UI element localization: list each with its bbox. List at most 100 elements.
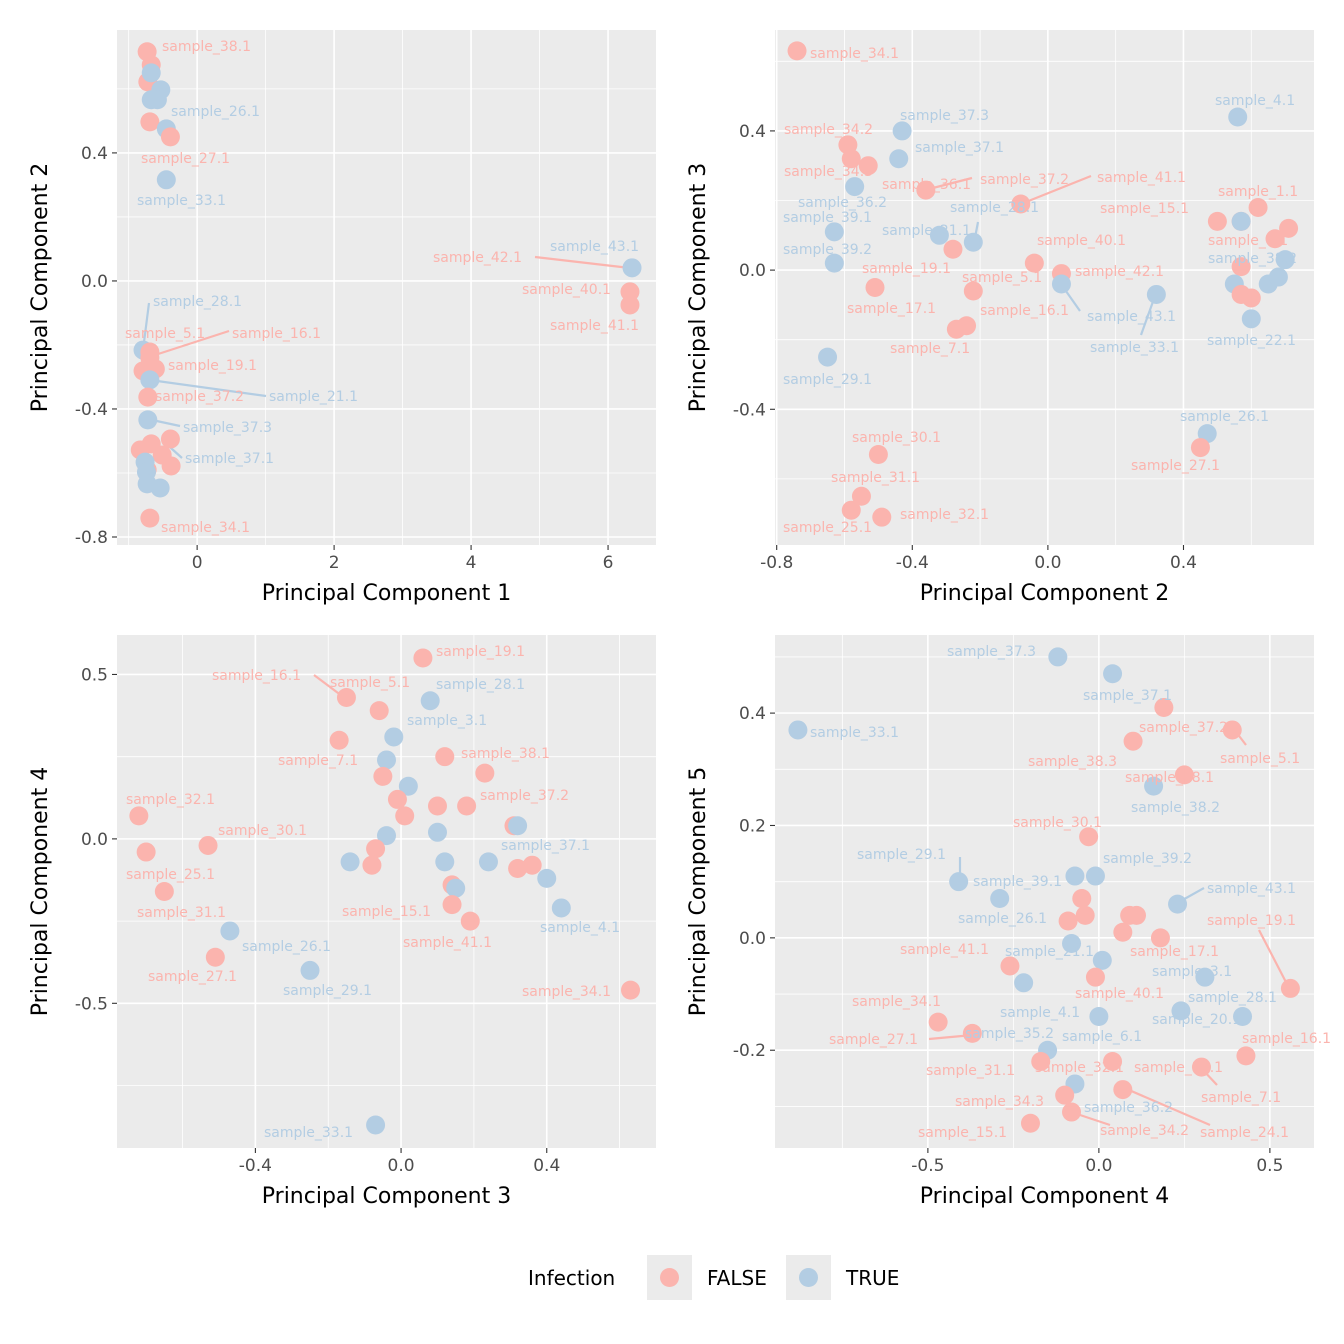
- data-point-false: [1279, 218, 1299, 238]
- point-label: sample_40.1: [1037, 233, 1126, 249]
- data-point-true: [1051, 274, 1071, 294]
- point-label: sample_37.3: [900, 108, 989, 124]
- data-point-true: [300, 960, 320, 980]
- point-label: sample_42.1: [433, 250, 522, 266]
- data-point-true: [1171, 1001, 1191, 1021]
- data-point-true: [1231, 211, 1251, 231]
- data-point-true: [963, 232, 983, 252]
- data-point-false: [387, 789, 407, 809]
- data-point-false: [1265, 229, 1285, 249]
- y-tick-label: -0.4: [75, 400, 108, 420]
- x-tick-label: -0.4: [239, 1156, 272, 1176]
- y-tick-label: 0.5: [81, 665, 108, 685]
- point-label: sample_38.1: [461, 746, 550, 762]
- scatter-panel-1: 0 2 4 6 -0.8 -0.4 0.0 0.4 Principal Component 1 P…: [28, 30, 656, 606]
- point-label: sample_16.1: [212, 668, 301, 684]
- x-tick-label: 6: [603, 553, 614, 573]
- x-tick-label: 0.0: [1085, 1156, 1112, 1176]
- label-leader-line: [151, 329, 230, 358]
- data-point-false: [916, 180, 936, 200]
- x-tick-label: 0.0: [388, 1156, 415, 1176]
- x-axis-title: Principal Component 1: [262, 581, 511, 606]
- y-tick-label: -0.8: [75, 528, 108, 548]
- data-point-false: [161, 456, 181, 476]
- point-label: sample_16.1: [232, 326, 321, 342]
- point-label: sample_27.1: [1131, 458, 1220, 474]
- point-label: sample_34.3: [955, 1094, 1044, 1110]
- label-leader-line: [1121, 1085, 1211, 1127]
- data-point-false: [1150, 928, 1170, 948]
- point-label: sample_42.1: [1075, 264, 1164, 280]
- data-point-false: [198, 835, 218, 855]
- data-point-false: [1062, 1102, 1082, 1122]
- data-point-false: [1020, 1113, 1040, 1133]
- point-label: sample_26.1: [171, 104, 260, 120]
- x-axis-title: Principal Component 4: [920, 1184, 1169, 1209]
- x-tick-label: 0.4: [1170, 553, 1197, 573]
- y-tick-label: 0.4: [739, 122, 766, 142]
- data-point-true: [138, 410, 158, 430]
- point-label: sample_17.1: [1130, 944, 1219, 960]
- point-label: sample_19.1: [1207, 913, 1296, 929]
- data-point-true: [949, 872, 969, 892]
- data-point-false: [522, 855, 542, 875]
- data-point-true: [478, 852, 498, 872]
- point-label: sample_36.2: [1084, 1100, 1173, 1116]
- data-point-true: [435, 852, 455, 872]
- data-point-true: [366, 1115, 386, 1135]
- point-label: sample_38.2: [1208, 251, 1297, 267]
- data-point-false: [362, 855, 382, 875]
- data-point-true: [1228, 107, 1248, 127]
- point-label: sample_36.2: [798, 195, 887, 211]
- y-tick-label: 0.4: [81, 144, 108, 164]
- data-point-false: [508, 858, 528, 878]
- point-label: sample_5.1: [330, 675, 410, 691]
- point-label: sample_40.1: [1075, 986, 1164, 1002]
- point-label: sample_28.1: [950, 200, 1039, 216]
- data-point-true: [156, 170, 176, 190]
- data-point-false: [1280, 978, 1300, 998]
- data-point-false: [962, 1023, 982, 1043]
- point-label: sample_34.2: [1100, 1123, 1189, 1139]
- data-point-true: [1103, 664, 1123, 684]
- point-label: sample_39.1: [783, 210, 872, 226]
- point-label: sample_25.1: [783, 520, 872, 536]
- point-label: sample_34.1: [810, 46, 899, 62]
- data-point-false: [621, 980, 641, 1000]
- data-point-false: [620, 282, 640, 302]
- data-point-true: [551, 898, 571, 918]
- point-label: sample_35.2: [965, 1026, 1054, 1042]
- point-label: sample_5.1: [1220, 751, 1300, 767]
- point-label: sample_36.1: [882, 177, 971, 193]
- data-point-false: [1236, 1046, 1256, 1066]
- data-point-true: [427, 822, 447, 842]
- data-point-false: [620, 295, 640, 315]
- data-point-false: [1075, 905, 1095, 925]
- data-point-true: [1014, 973, 1034, 993]
- data-point-false: [369, 701, 389, 721]
- point-label: sample_37.1: [1083, 688, 1172, 704]
- point-label: sample_6.1: [1062, 1029, 1142, 1045]
- data-point-true: [377, 826, 396, 846]
- point-label: sample_21.1: [882, 223, 971, 239]
- scatter-panel-3: -0.4 0.0 0.4 -0.5 0.0 0.5 Principal Component …: [28, 635, 656, 1209]
- point-label: sample_33.1: [810, 725, 899, 741]
- point-label: sample_37.2: [980, 172, 1069, 188]
- data-point-false: [1079, 827, 1099, 847]
- point-label: sample_19.1: [862, 261, 951, 277]
- data-point-false: [1024, 253, 1044, 273]
- data-point-false: [457, 796, 477, 816]
- data-point-true: [384, 727, 404, 747]
- data-point-true: [845, 177, 865, 197]
- plot-background: [775, 30, 1314, 545]
- data-point-true: [990, 889, 1010, 909]
- legend-key-false-icon: [660, 1268, 679, 1287]
- point-label: sample_40.1: [522, 282, 611, 298]
- point-label: sample_36.1: [1134, 1060, 1223, 1076]
- data-point-true: [1268, 267, 1288, 287]
- data-point-false: [366, 839, 386, 859]
- point-label: sample_3.1: [1152, 964, 1232, 980]
- legend-label-true: TRUE: [845, 1266, 899, 1290]
- data-point-false: [872, 507, 892, 527]
